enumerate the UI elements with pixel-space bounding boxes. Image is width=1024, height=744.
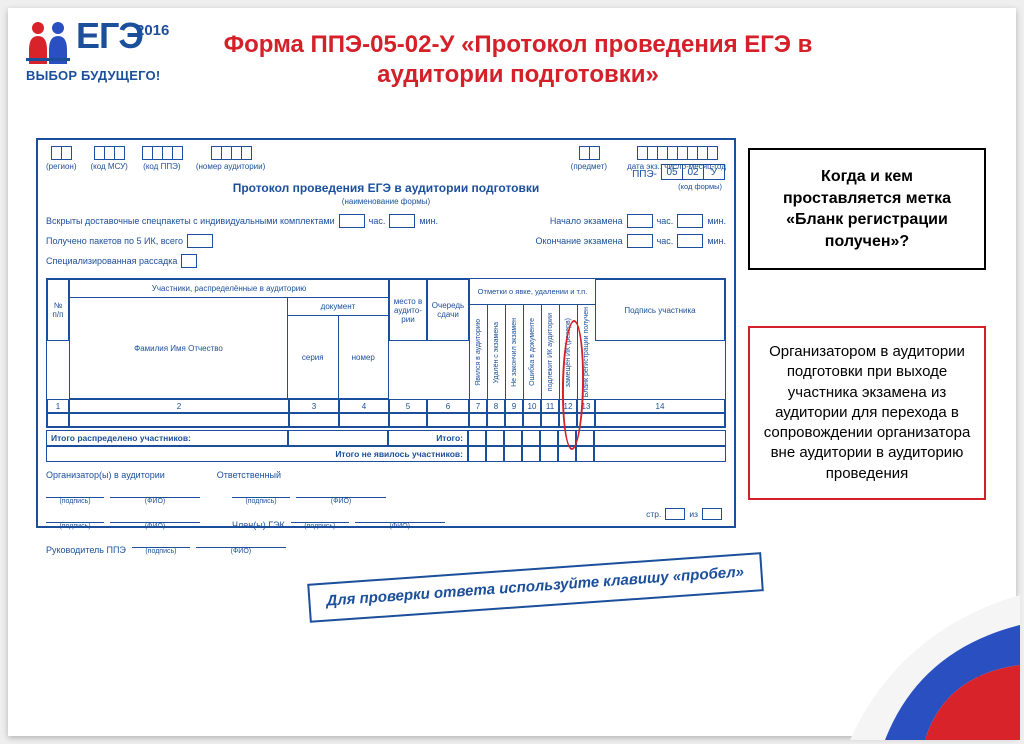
total-label: Итого: — [388, 430, 468, 446]
total-absent: Итого не явилось участников: — [46, 446, 468, 462]
ppe-cell: 05 — [661, 164, 683, 180]
logo: ЕГЭ 2016 ВЫБОР БУДУЩЕГО! — [26, 18, 196, 83]
col-number: номер — [339, 316, 389, 398]
lbl-h: час. — [657, 236, 674, 246]
slide-title: Форма ППЭ-05-02-У «Протокол проведения Е… — [208, 30, 828, 90]
totals: Итого распределено участников: Итого: Ит… — [46, 430, 726, 462]
hdr-aud: (номер аудитории) — [196, 162, 265, 171]
sublab-sig: (подпись) — [304, 523, 335, 530]
lbl-h: час. — [657, 216, 674, 226]
lbl-m: мин. — [419, 216, 438, 226]
logo-tagline: ВЫБОР БУДУЩЕГО! — [26, 68, 196, 83]
logo-people-icon — [26, 18, 70, 66]
line2-right: Окончание экзамена — [535, 236, 622, 246]
vcol: Явился в аудиторию — [475, 319, 482, 386]
question-box: Когда и кем проставляется метка «Бланк р… — [748, 148, 986, 270]
numcell: 4 — [339, 399, 389, 413]
triangle-right-icon — [959, 684, 977, 702]
ppe-cell: У — [703, 164, 725, 180]
vcol: Не закончил экзамен — [511, 318, 518, 387]
line1-left: Вскрыты доставочные спецпакеты с индивид… — [46, 216, 335, 226]
sig-ruk: Руководитель ППЭ — [46, 545, 126, 555]
hdr-ppe: (код ППЭ) — [143, 162, 180, 171]
vcol: Ошибка в документе — [529, 318, 536, 386]
ppe-code-sub: (код формы) — [678, 182, 722, 191]
protocol-form: (регион) (код МСУ) (код ППЭ) (номер ауди… — [36, 138, 736, 528]
logo-year: 2016 — [136, 22, 169, 39]
total-row: Итого распределено участников: — [46, 430, 288, 446]
line3: Специализированная рассадка — [46, 256, 177, 266]
col-series: серия — [288, 316, 339, 398]
protocol-table: № п/п Участники, распределённые в аудито… — [46, 278, 726, 428]
numcell: 8 — [487, 399, 505, 413]
numcell: 3 — [289, 399, 339, 413]
col-fio: Фамилия Имя Отчество — [70, 298, 288, 398]
numcell: 2 — [69, 399, 289, 413]
numcell: 11 — [541, 399, 559, 413]
answer-box: Организатором в аудитории подготовки при… — [748, 326, 986, 500]
form-header-row: (регион) (код МСУ) (код ППЭ) (номер ауди… — [46, 146, 726, 171]
sig-resp: Ответственный — [217, 470, 281, 480]
logo-text: ЕГЭ — [76, 18, 143, 54]
numcell: 1 — [47, 399, 69, 413]
col-queue: Очередь сдачи — [427, 279, 469, 341]
line1-right: Начало экзамена — [550, 216, 623, 226]
ppe-code: ППЭ- 05 02 У — [632, 164, 724, 180]
sublab-sig: (подпись) — [59, 523, 90, 530]
numcell: 7 — [469, 399, 487, 413]
signatures: Организатор(ы) в аудитории Ответственный… — [46, 470, 726, 555]
flag-decoration — [790, 540, 1020, 740]
numcell: 10 — [523, 399, 541, 413]
lbl-h: час. — [369, 216, 386, 226]
slide: ЕГЭ 2016 ВЫБОР БУДУЩЕГО! Форма ППЭ-05-02… — [8, 8, 1016, 736]
lbl-m: мин. — [707, 216, 726, 226]
col-n: № п/п — [47, 279, 69, 341]
vcol: Удалён с экзамена — [493, 322, 500, 383]
col-doc: документ — [288, 298, 388, 316]
numcell: 5 — [389, 399, 427, 413]
form-subtitle: (наименование формы) — [46, 197, 726, 206]
section-marks: Отметки о явке, удалении и т.п. — [469, 279, 595, 305]
section-participants: Участники, распределённые в аудиторию — [70, 280, 388, 298]
sublab-fio: (ФИО) — [331, 498, 351, 505]
numcell: 6 — [427, 399, 469, 413]
lbl-of: из — [689, 509, 698, 519]
vcol: подлежит ИК аудитории — [547, 313, 554, 391]
lbl-page: стр. — [646, 509, 661, 519]
sig-org: Организатор(ы) в аудитории — [46, 470, 165, 480]
page-indicator: стр. из — [646, 508, 722, 520]
lbl-m: мин. — [707, 236, 726, 246]
col-place: место в аудито- рии — [389, 279, 427, 341]
ppe-code-label: ППЭ- — [632, 169, 657, 180]
hdr-msu: (код МСУ) — [90, 162, 127, 171]
ppe-cell: 02 — [682, 164, 704, 180]
hdr-region: (регион) — [46, 162, 76, 171]
sublab-sig: (подпись) — [245, 498, 276, 505]
form-title: Протокол проведения ЕГЭ в аудитории подг… — [46, 181, 726, 195]
sig-gek: Член(ы) ГЭК — [232, 520, 285, 530]
sublab-fio: (ФИО) — [231, 548, 251, 555]
numcell: 9 — [505, 399, 523, 413]
next-button[interactable] — [946, 676, 990, 710]
hint-stamp: Для проверки ответа используйте клавишу … — [307, 552, 763, 622]
sublab-sig: (подпись) — [59, 498, 90, 505]
col-sign: Подпись участника — [595, 279, 725, 341]
sublab-fio: (ФИО) — [145, 523, 165, 530]
sublab-fio: (ФИО) — [145, 498, 165, 505]
sublab-sig: (подпись) — [145, 548, 176, 555]
numcell: 14 — [595, 399, 725, 413]
sublab-fio: (ФИО) — [390, 523, 410, 530]
hdr-subject: (предмет) — [571, 162, 607, 171]
line2-left: Получено пакетов по 5 ИК, всего — [46, 236, 183, 246]
